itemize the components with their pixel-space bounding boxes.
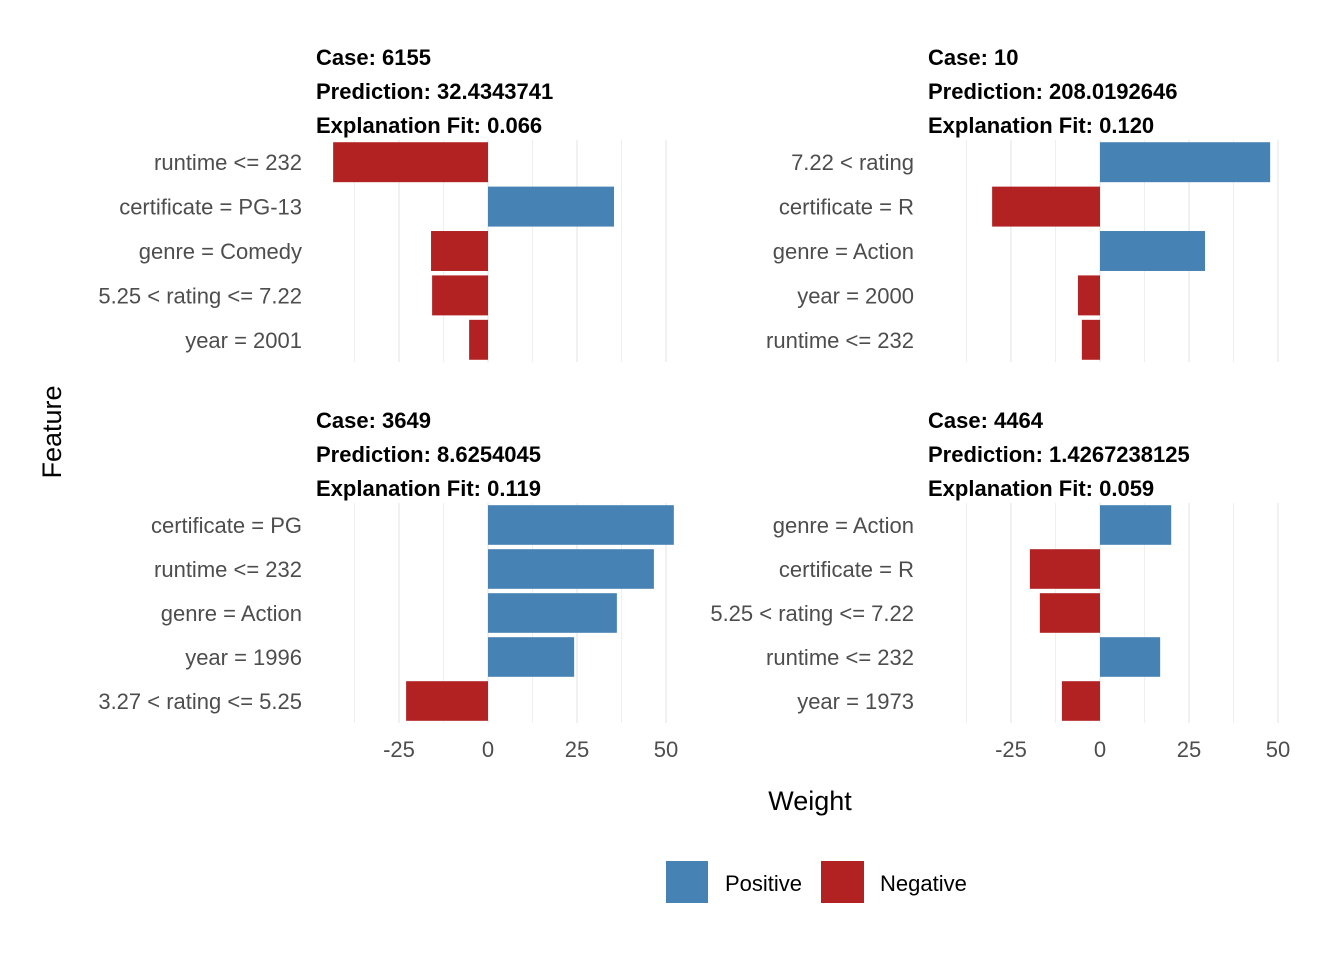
feature-label: runtime <= 232 [154, 150, 302, 175]
bar-negative [431, 231, 488, 271]
panels-layer: Case: 6155 Prediction: 32.4343741 Explanat… [98, 45, 1290, 762]
legend: Positive Negative [666, 861, 967, 903]
panel-4: Case: 4464 Prediction: 1.4267238125 Explan… [710, 408, 1290, 762]
feature-label: genre = Action [161, 601, 302, 626]
bar-negative [992, 186, 1100, 227]
bar-negative [1061, 681, 1100, 721]
panel-1: Case: 6155 Prediction: 32.4343741 Explanat… [98, 45, 667, 362]
feature-label: certificate = R [779, 557, 914, 582]
y-axis-title: Feature [37, 385, 67, 478]
x-tick-label: 25 [565, 737, 589, 762]
x-tick-label: -25 [383, 737, 415, 762]
bar-negative [469, 319, 488, 360]
panel-case-title: Case: 4464 [928, 408, 1044, 433]
x-tick-label: 50 [654, 737, 678, 762]
legend-label-negative: Negative [880, 871, 967, 896]
panel-fit-title: Explanation Fit: 0.059 [928, 476, 1154, 501]
panel-case-title: Case: 3649 [316, 408, 431, 433]
panel-2: Case: 10 Prediction: 208.0192646 Explanati… [766, 45, 1279, 362]
bar-positive [1100, 505, 1172, 545]
legend-swatch-positive [666, 861, 708, 903]
panel-fit-title: Explanation Fit: 0.119 [316, 476, 541, 501]
bar-positive [1100, 231, 1206, 271]
bar-positive [1100, 142, 1271, 183]
bar-positive [488, 593, 617, 633]
bar-negative [406, 681, 488, 721]
bar-positive [488, 505, 674, 545]
feature-label: year = 2000 [797, 283, 914, 308]
feature-label: runtime <= 232 [154, 557, 302, 582]
legend-swatch-negative [821, 861, 864, 903]
feature-label: genre = Comedy [139, 239, 302, 264]
bar-positive [1100, 637, 1161, 677]
bar-negative [432, 275, 488, 316]
x-tick-label: 50 [1266, 737, 1290, 762]
feature-label: certificate = R [779, 195, 914, 220]
panel-case-title: Case: 10 [928, 45, 1019, 70]
panel-prediction-title: Prediction: 1.4267238125 [928, 442, 1190, 467]
bar-positive [488, 186, 615, 227]
feature-label: runtime <= 232 [766, 645, 914, 670]
bar-negative [1029, 549, 1100, 589]
panel-case-title: Case: 6155 [316, 45, 431, 70]
feature-label: 7.22 < rating [791, 150, 914, 175]
feature-label: year = 1973 [797, 689, 914, 714]
panel-3: Case: 3649 Prediction: 8.6254045 Explanati… [98, 408, 678, 762]
feature-label: genre = Action [773, 239, 914, 264]
x-axis-title: Weight [768, 786, 852, 816]
panel-prediction-title: Prediction: 8.6254045 [316, 442, 541, 467]
bar-negative [333, 142, 488, 183]
feature-label: year = 2001 [185, 328, 302, 353]
panel-fit-title: Explanation Fit: 0.120 [928, 113, 1154, 138]
bar-positive [488, 637, 575, 677]
feature-label: 5.25 < rating <= 7.22 [98, 283, 302, 308]
x-tick-label: 25 [1177, 737, 1201, 762]
feature-label: 3.27 < rating <= 5.25 [98, 689, 302, 714]
feature-label: certificate = PG [151, 513, 302, 538]
feature-label: runtime <= 232 [766, 328, 914, 353]
panel-prediction-title: Prediction: 32.4343741 [316, 79, 553, 104]
x-tick-label: 0 [1094, 737, 1106, 762]
bar-positive [488, 549, 654, 589]
bar-negative [1077, 275, 1100, 316]
x-tick-label: 0 [482, 737, 494, 762]
bar-negative [1081, 319, 1100, 360]
feature-label: certificate = PG-13 [119, 195, 302, 220]
feature-label: 5.25 < rating <= 7.22 [710, 601, 914, 626]
legend-label-positive: Positive [725, 871, 802, 896]
x-tick-label: -25 [995, 737, 1027, 762]
panel-fit-title: Explanation Fit: 0.066 [316, 113, 542, 138]
bar-negative [1039, 593, 1100, 633]
feature-label: genre = Action [773, 513, 914, 538]
panel-prediction-title: Prediction: 208.0192646 [928, 79, 1177, 104]
feature-label: year = 1996 [185, 645, 302, 670]
